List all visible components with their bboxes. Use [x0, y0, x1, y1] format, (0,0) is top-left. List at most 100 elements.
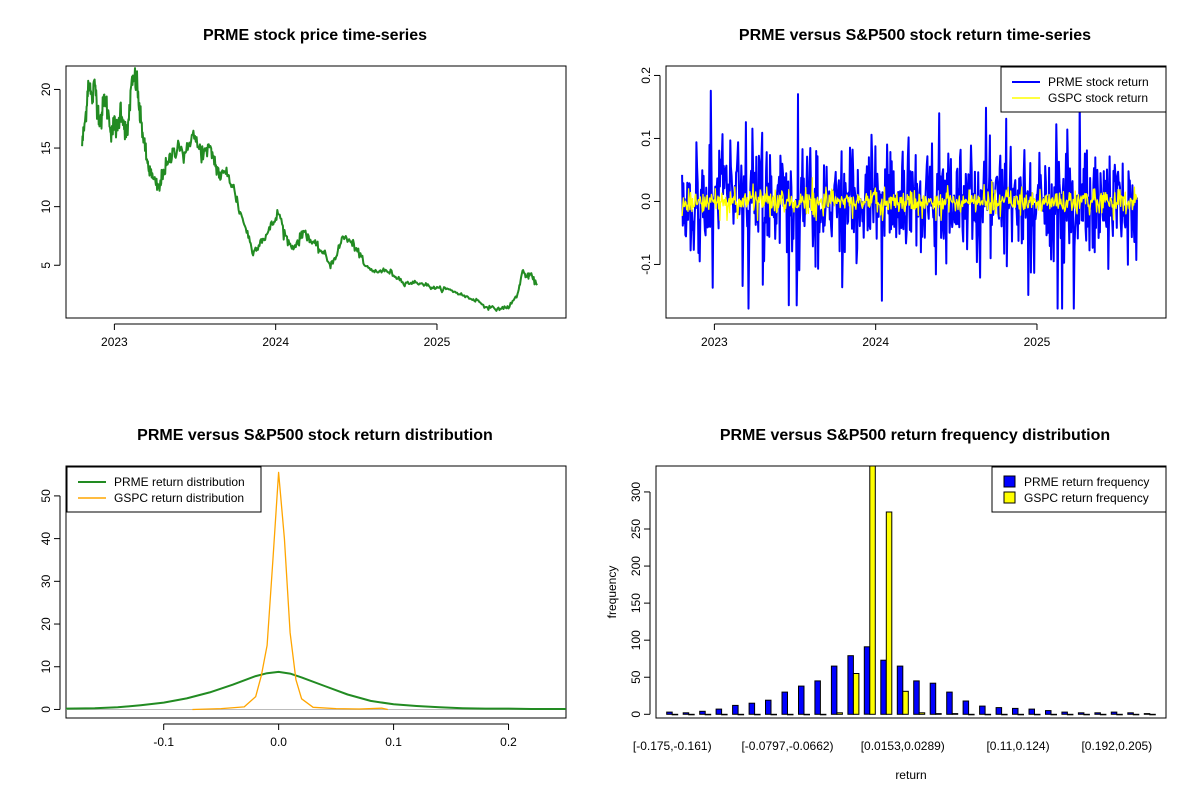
returns-x-tick-label: 2025 [1024, 335, 1051, 349]
legend-prme-frequency-swatch [1003, 475, 1016, 488]
histogram-panel: PRME versus S&P500 return frequency dist… [605, 427, 1167, 782]
price-x-tick-label: 2024 [262, 335, 289, 349]
density-y-tick-label: 30 [39, 574, 53, 588]
histogram-y-tick-label: 50 [629, 670, 643, 684]
prme-price-line [81, 67, 538, 312]
gspc-frequency-bar [984, 713, 992, 716]
prme-frequency-bar [1143, 713, 1151, 715]
prme-frequency-bar [798, 685, 805, 715]
gspc-frequency-bar [704, 713, 712, 716]
gspc-frequency-bar [754, 713, 761, 716]
prme-frequency-bar [1077, 712, 1085, 715]
gspc-frequency-bar [1083, 713, 1090, 716]
legend-gspc-frequency-swatch [1003, 491, 1016, 504]
gspc-frequency-bar [1066, 713, 1074, 716]
density-legend: PRME return distribution GSPC return dis… [66, 466, 262, 513]
price-x-tick-label: 2023 [101, 335, 128, 349]
gspc-return-line [681, 177, 1138, 222]
gspc-frequency-bar [968, 713, 975, 716]
gspc-frequency-bar [1099, 713, 1107, 716]
density-plot-frame [65, 465, 567, 719]
gspc-frequency-bar [770, 713, 777, 716]
price-y-tick-label: 5 [39, 262, 53, 269]
returns-legend: PRME stock return GSPC stock return [1000, 66, 1167, 113]
prme-frequency-bar [765, 699, 772, 715]
density-x-tick-label: 0.1 [385, 735, 402, 749]
returns-series [681, 89, 1138, 310]
price-plot-frame [65, 65, 567, 319]
histogram-axes: 0 50 100 150 200 250 300 [-0.175,-0.161) [-0.079… [629, 482, 1152, 753]
prme-frequency-bar [880, 659, 887, 715]
price-chart-title: PRME stock price time-series [203, 27, 427, 44]
prme-frequency-bar [1110, 711, 1118, 715]
returns-y-tick-label: 0.2 [639, 67, 653, 84]
returns-x-tick-label: 2024 [862, 335, 889, 349]
histogram-x-category-label: [0.192,0.205) [1081, 739, 1152, 753]
gspc-frequency-bar [869, 465, 876, 715]
gspc-frequency-bar [819, 713, 827, 716]
density-series [65, 471, 566, 711]
prme-frequency-bar [847, 655, 854, 715]
gspc-frequency-bar [918, 712, 926, 715]
legend-prme-return-label: PRME stock return [1048, 75, 1149, 89]
histogram-x-category-label: [-0.0797,-0.0662) [741, 739, 833, 753]
prme-frequency-bar [995, 707, 1003, 715]
gspc-frequency-bar [836, 712, 843, 715]
prme-frequency-bar [913, 680, 920, 715]
histogram-chart-title: PRME versus S&P500 return frequency dist… [720, 427, 1110, 444]
legend-gspc-return-label: GSPC stock return [1048, 91, 1148, 105]
prme-density-line [65, 670, 566, 710]
density-y-tick-label: 0 [39, 706, 53, 713]
histogram-y-tick-label: 100 [629, 630, 643, 650]
gspc-frequency-bar [1116, 713, 1123, 716]
legend-prme-frequency-label: PRME return frequency [1024, 475, 1149, 489]
prme-frequency-bar [1094, 712, 1101, 715]
gspc-frequency-bar [1050, 713, 1057, 716]
gspc-frequency-bar [1132, 713, 1140, 716]
density-axes: -0.1 0.0 0.1 0.2 0 10 20 30 40 50 [39, 489, 517, 749]
price-panel: PRME stock price time-series 2023 2024 202… [39, 27, 567, 349]
prme-frequency-bar [1012, 707, 1019, 715]
returns-y-tick-label: 0.0 [639, 193, 653, 210]
gspc-frequency-bar [721, 713, 728, 716]
histogram-y-tick-label: 0 [629, 711, 643, 718]
density-chart-title: PRME versus S&P500 stock return distribu… [137, 427, 493, 444]
prme-frequency-bar [1127, 712, 1134, 715]
prme-frequency-bar [699, 710, 706, 715]
density-legend-box [66, 466, 262, 513]
price-x-tick-label: 2025 [424, 335, 451, 349]
legend-gspc-frequency-label: GSPC return frequency [1024, 491, 1149, 505]
gspc-frequency-bar [1017, 713, 1024, 716]
prme-frequency-bar [863, 646, 871, 715]
histogram-y-tick-label: 300 [629, 482, 643, 502]
prme-frequency-bar [1028, 708, 1035, 715]
gspc-frequency-bar [688, 713, 695, 716]
prme-frequency-bar [946, 691, 953, 715]
returns-y-tick-label: 0.1 [639, 130, 653, 147]
histogram-y-tick-label: 200 [629, 556, 643, 576]
gspc-frequency-bar [737, 713, 745, 716]
returns-chart-title: PRME versus S&P500 stock return time-ser… [739, 27, 1091, 44]
histogram-legend: PRME return frequency GSPC return freque… [991, 466, 1167, 513]
gspc-frequency-bar [935, 713, 942, 715]
histogram-y-axis-label: frequency [605, 566, 619, 619]
price-y-tick-label: 15 [39, 141, 53, 155]
gspc-frequency-bar [885, 511, 893, 715]
returns-axes: 2023 2024 2025 -0.1 0.0 0.1 0.2 [639, 67, 1051, 349]
legend-prme-density-label: PRME return distribution [114, 475, 245, 489]
gspc-frequency-bar [1149, 713, 1156, 716]
returns-plot-frame [665, 65, 1167, 319]
prme-frequency-bar [781, 691, 788, 715]
histogram-x-category-label: [0.0153,0.0289) [861, 739, 945, 753]
gspc-frequency-bar [1034, 713, 1041, 716]
gspc-frequency-bar [803, 713, 810, 716]
legend-gspc-density-label: GSPC return distribution [114, 491, 244, 505]
density-y-tick-label: 50 [39, 489, 53, 503]
returns-legend-box [1000, 66, 1167, 113]
prme-frequency-bar [830, 665, 838, 715]
prme-frequency-bar [814, 680, 821, 715]
gspc-frequency-bar [852, 673, 860, 715]
histogram-y-tick-label: 150 [629, 593, 643, 613]
